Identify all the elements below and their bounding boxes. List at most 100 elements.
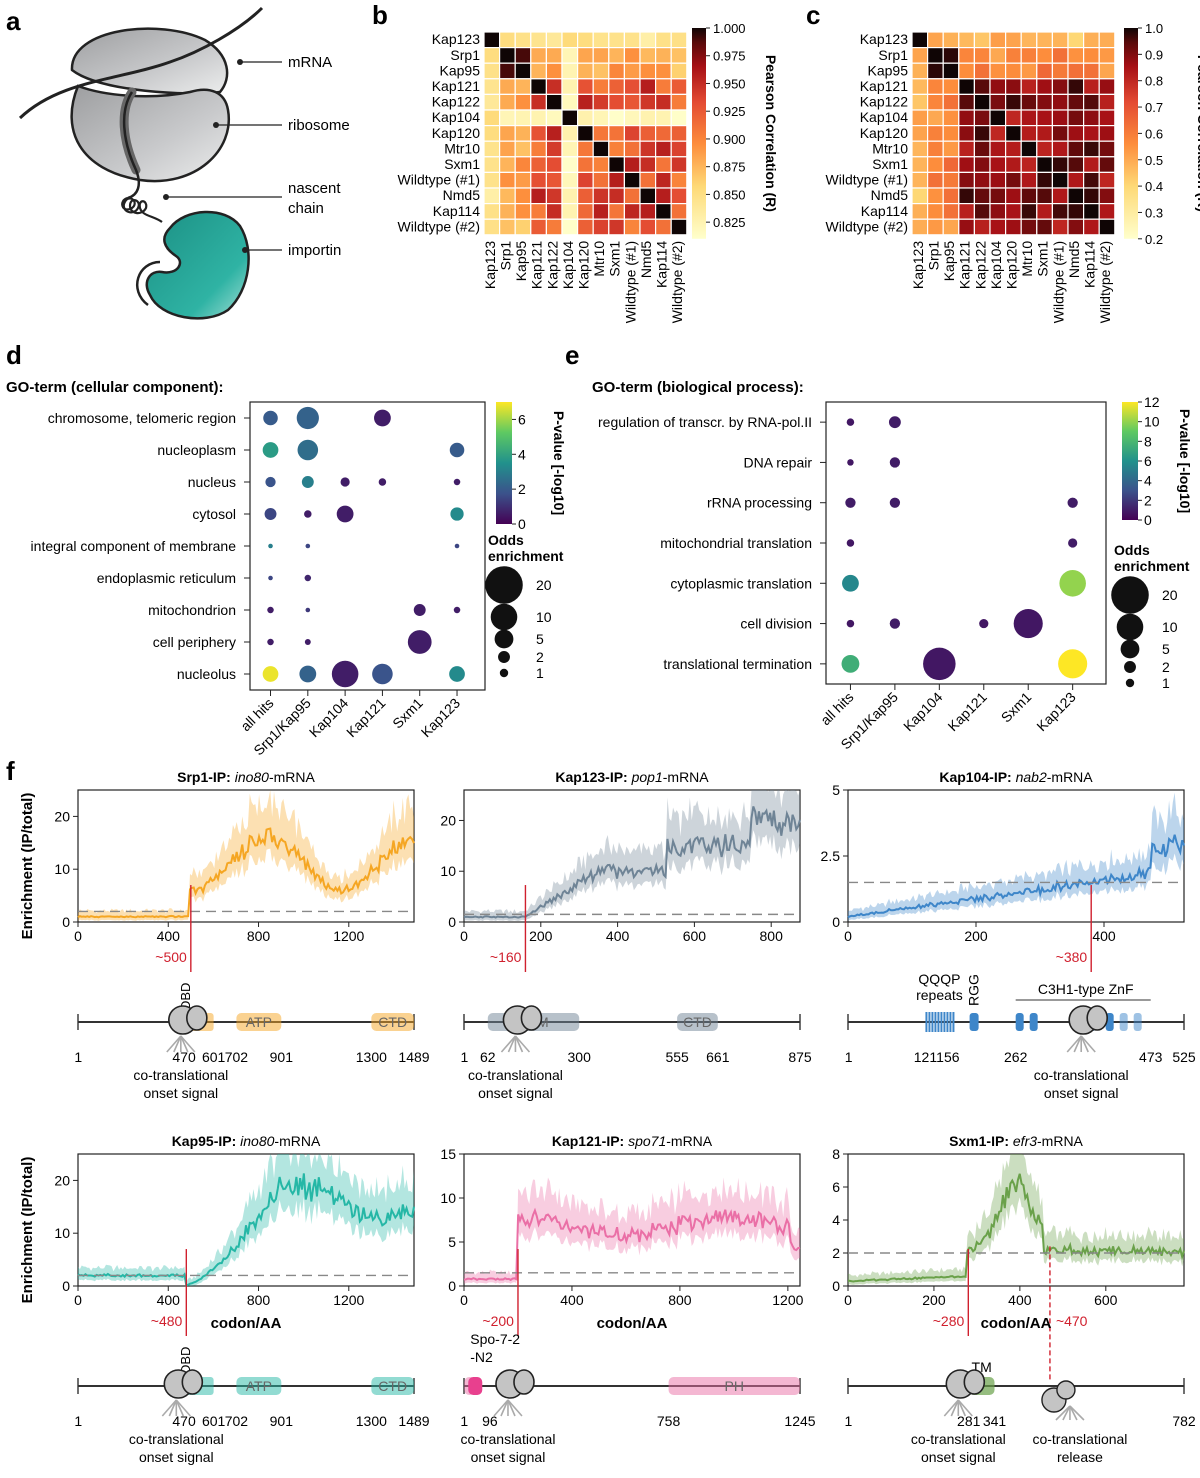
dot	[449, 666, 465, 682]
dot	[265, 476, 276, 488]
signal-ray	[950, 1399, 960, 1417]
heatmap-cell	[545, 78, 563, 96]
heatmap-cell	[499, 78, 516, 96]
panel-label-b: b	[372, 0, 388, 30]
heatmap-cell	[514, 109, 532, 127]
heatmap-cell	[989, 78, 1007, 96]
heatmap-cell	[973, 203, 991, 220]
heatmap-cell	[545, 156, 563, 174]
heatmap-cell	[545, 171, 563, 189]
colorbar-tick-label: 2	[1144, 492, 1152, 508]
heatmap-cell	[911, 156, 929, 174]
heatmap-cell	[989, 203, 1007, 220]
heatmap-cell	[639, 187, 657, 205]
dot	[378, 478, 387, 486]
dotplot-d: GO-term (cellular component): chromosome,…	[6, 379, 567, 758]
heatmap-cell	[561, 93, 579, 111]
plot-title: Kap95-IP: ino80-mRNA	[172, 1133, 321, 1149]
enrichment-plot: Kap95-IP: ino80-mRNA 0 400 800 1200 0 10 20 ~480…	[19, 1133, 430, 1465]
row-label: Srp1	[878, 47, 908, 63]
protein-domain	[468, 1377, 483, 1395]
dot	[264, 508, 277, 520]
heatmap-cell	[1067, 203, 1085, 220]
heatmap-cell	[911, 203, 929, 220]
heatmap-cell	[911, 46, 929, 64]
protein-domain	[969, 1013, 979, 1031]
heatmap-cell	[1036, 31, 1054, 49]
y-tick-label: 10	[440, 1190, 456, 1206]
colorbar	[1124, 28, 1138, 239]
heatmap-cell	[499, 62, 516, 80]
heatmap-cell	[958, 46, 975, 64]
plot-title: Kap121-IP: spo71-mRNA	[552, 1133, 713, 1149]
col-label: Nmd5	[1066, 241, 1082, 279]
heatmap-cell	[1067, 78, 1085, 96]
row-label: integral component of membrane	[31, 538, 237, 554]
position-label: 1300	[356, 1413, 387, 1429]
heatmap-cell	[989, 218, 1007, 236]
label-importin: importin	[288, 242, 341, 259]
x-tick-label: 0	[460, 928, 468, 944]
heatmap-cell	[514, 156, 532, 174]
heatmap-cell	[958, 62, 975, 80]
position-label: 1	[460, 1413, 468, 1429]
label-mrna: mRNA	[288, 54, 332, 71]
heatmap-cell	[514, 218, 532, 236]
heatmap-cell	[1004, 31, 1022, 49]
heatmap-cell	[973, 78, 991, 96]
heatmap-cell	[654, 187, 672, 205]
heatmap-cell	[958, 124, 975, 142]
x-tick-label: 0	[844, 928, 852, 944]
y-tick-label: 5	[832, 782, 840, 798]
dotplot-title: GO-term (cellular component):	[6, 379, 224, 396]
heatmap-cell	[973, 187, 991, 205]
heatmap-cell	[942, 171, 960, 189]
row-label: cell division	[740, 616, 812, 632]
heatmap-cell	[592, 156, 610, 174]
heatmap-cell	[654, 124, 672, 142]
heatmap-cell	[911, 109, 929, 127]
plot-title: Srp1-IP: ino80-mRNA	[177, 769, 315, 785]
heatmap-cell	[561, 78, 579, 96]
heatmap-cell	[1004, 109, 1022, 127]
col-label: Sxm1	[998, 689, 1035, 726]
size-legend-label: 10	[536, 609, 552, 625]
release-ray	[1069, 1405, 1078, 1421]
heatmap-cell	[989, 187, 1007, 205]
heatmap-cell	[1051, 187, 1069, 205]
heatmap-cell	[989, 109, 1007, 127]
onset-marker-label: ~200	[482, 1313, 514, 1329]
heatmap-cell	[670, 46, 688, 64]
enrichment-plot: Kap121-IP: spo71-mRNA 0 400 800 1200 0 5 10 15 ~2…	[440, 1133, 815, 1465]
ribosome-small-subunit-shape	[70, 27, 229, 95]
heatmap-c: Kap123Kap123Srp1Srp1Kap95Kap95Kap121Kap1…	[826, 21, 1200, 323]
y-tick-label: 8	[832, 1146, 840, 1162]
heatmap-cell	[545, 218, 563, 236]
heatmap-cell	[1051, 93, 1069, 111]
colorbar-tick-label: 0.900	[713, 132, 746, 147]
size-legend-title: Odds	[488, 532, 524, 548]
position-label: 1	[845, 1049, 853, 1065]
heatmap-cell	[623, 46, 641, 64]
heatmap-cell	[576, 62, 594, 80]
protein-domain	[925, 1012, 928, 1032]
heatmap-cell	[1036, 156, 1054, 174]
heatmap-cell	[576, 31, 594, 49]
heatmap-cell	[592, 78, 610, 96]
dot	[268, 575, 273, 581]
col-label: Srp1	[926, 241, 942, 271]
heatmap-cell	[514, 78, 532, 96]
heatmap-cell	[1082, 140, 1100, 158]
heatmap-cell	[592, 62, 610, 80]
onset-marker-label: ~160	[490, 949, 522, 965]
dot	[296, 406, 319, 430]
row-label: Kap121	[860, 78, 908, 94]
position-label: 1	[460, 1049, 468, 1065]
size-legend-label: 20	[536, 577, 552, 593]
colorbar-tick-label: 6	[1144, 453, 1152, 469]
domain-label: QQQP	[918, 971, 960, 987]
y-tick-label: 2.5	[821, 848, 841, 864]
heatmap-cell	[989, 93, 1007, 111]
row-label: cytosol	[192, 506, 236, 522]
